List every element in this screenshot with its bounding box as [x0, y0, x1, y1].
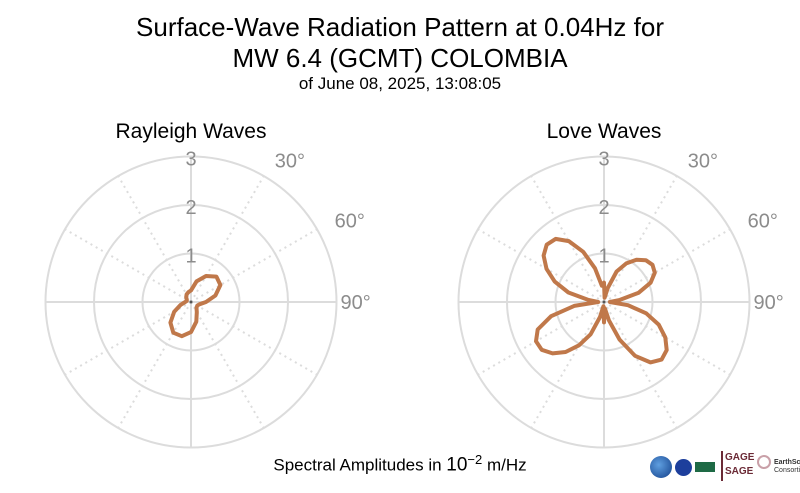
chart-subtitle: of June 08, 2025, 13:08:05	[298, 74, 502, 93]
sage-text: SAGE	[725, 466, 754, 477]
caption-base: 10	[446, 454, 468, 476]
rayleigh-polar-panel: 1 2 3 30° 60° 90°	[44, 149, 371, 449]
earthscope-logo-text: EarthScope Consortium	[764, 459, 800, 475]
theta-tick-label: 30°	[688, 150, 718, 172]
caption-prefix: Spectral Amplitudes in	[273, 455, 447, 475]
amplitude-units-caption: Spectral Amplitudes in 10−2 m/Hz	[0, 452, 800, 477]
angular-gridline-30	[190, 175, 265, 303]
angular-gridline-120	[190, 301, 318, 376]
angular-gridline-240	[64, 301, 192, 376]
nsf-logo	[650, 456, 672, 478]
caption-unit: m/Hz	[482, 455, 527, 475]
earthscope-name: EarthScope	[774, 459, 800, 466]
r-tick-label: 2	[598, 197, 609, 219]
gage-text: GAGE	[725, 452, 755, 463]
love-polar-panel: 1 2 3 30° 60° 90°	[457, 149, 784, 449]
r-tick-label: 2	[185, 197, 196, 219]
angular-gridline-240	[477, 301, 605, 376]
usgs-logo	[695, 462, 715, 472]
caption-exponent: −2	[467, 452, 483, 467]
angular-gridline-150	[603, 301, 678, 429]
theta-tick-label: 60°	[748, 210, 778, 232]
radiation-pattern-line	[534, 236, 669, 365]
earthscope-logo-icon	[757, 455, 771, 469]
angular-gridline-300	[64, 228, 192, 303]
theta-tick-label: 90°	[341, 292, 371, 314]
r-tick-label: 3	[185, 149, 196, 171]
title-line-2: MW 6.4 (GCMT) COLOMBIA	[232, 43, 568, 73]
angular-gridline-210	[117, 301, 192, 429]
earthscope-sub: Consortium	[774, 467, 800, 474]
angular-gridline-300	[477, 228, 605, 303]
r-tick-label: 3	[598, 149, 609, 171]
rayleigh-panel-title: Rayleigh Waves	[116, 120, 267, 143]
angular-gridline-330	[117, 175, 192, 303]
nasa-logo	[675, 459, 692, 476]
angular-gridline-60	[190, 228, 318, 303]
theta-tick-label: 60°	[335, 210, 365, 232]
logo-strip: GAGE SAGE EarthScope Consortium	[648, 448, 800, 484]
chart-title: Surface-Wave Radiation Pattern at 0.04Hz…	[0, 12, 800, 74]
r-tick-label: 1	[185, 246, 196, 268]
theta-tick-label: 30°	[275, 150, 305, 172]
origin-dot	[602, 300, 606, 304]
angular-gridline-60	[603, 228, 731, 303]
angular-gridline-150	[190, 301, 265, 429]
r-tick-label: 1	[598, 246, 609, 268]
angular-gridline-30	[603, 175, 678, 303]
radiation-pattern-line	[168, 274, 223, 339]
gage-sage-logo: GAGE SAGE	[721, 451, 755, 481]
theta-tick-label: 90°	[754, 292, 784, 314]
love-panel-title: Love Waves	[547, 120, 662, 143]
origin-dot	[189, 300, 193, 304]
title-line-1: Surface-Wave Radiation Pattern at 0.04Hz…	[136, 12, 664, 42]
angular-gridline-210	[530, 301, 605, 429]
